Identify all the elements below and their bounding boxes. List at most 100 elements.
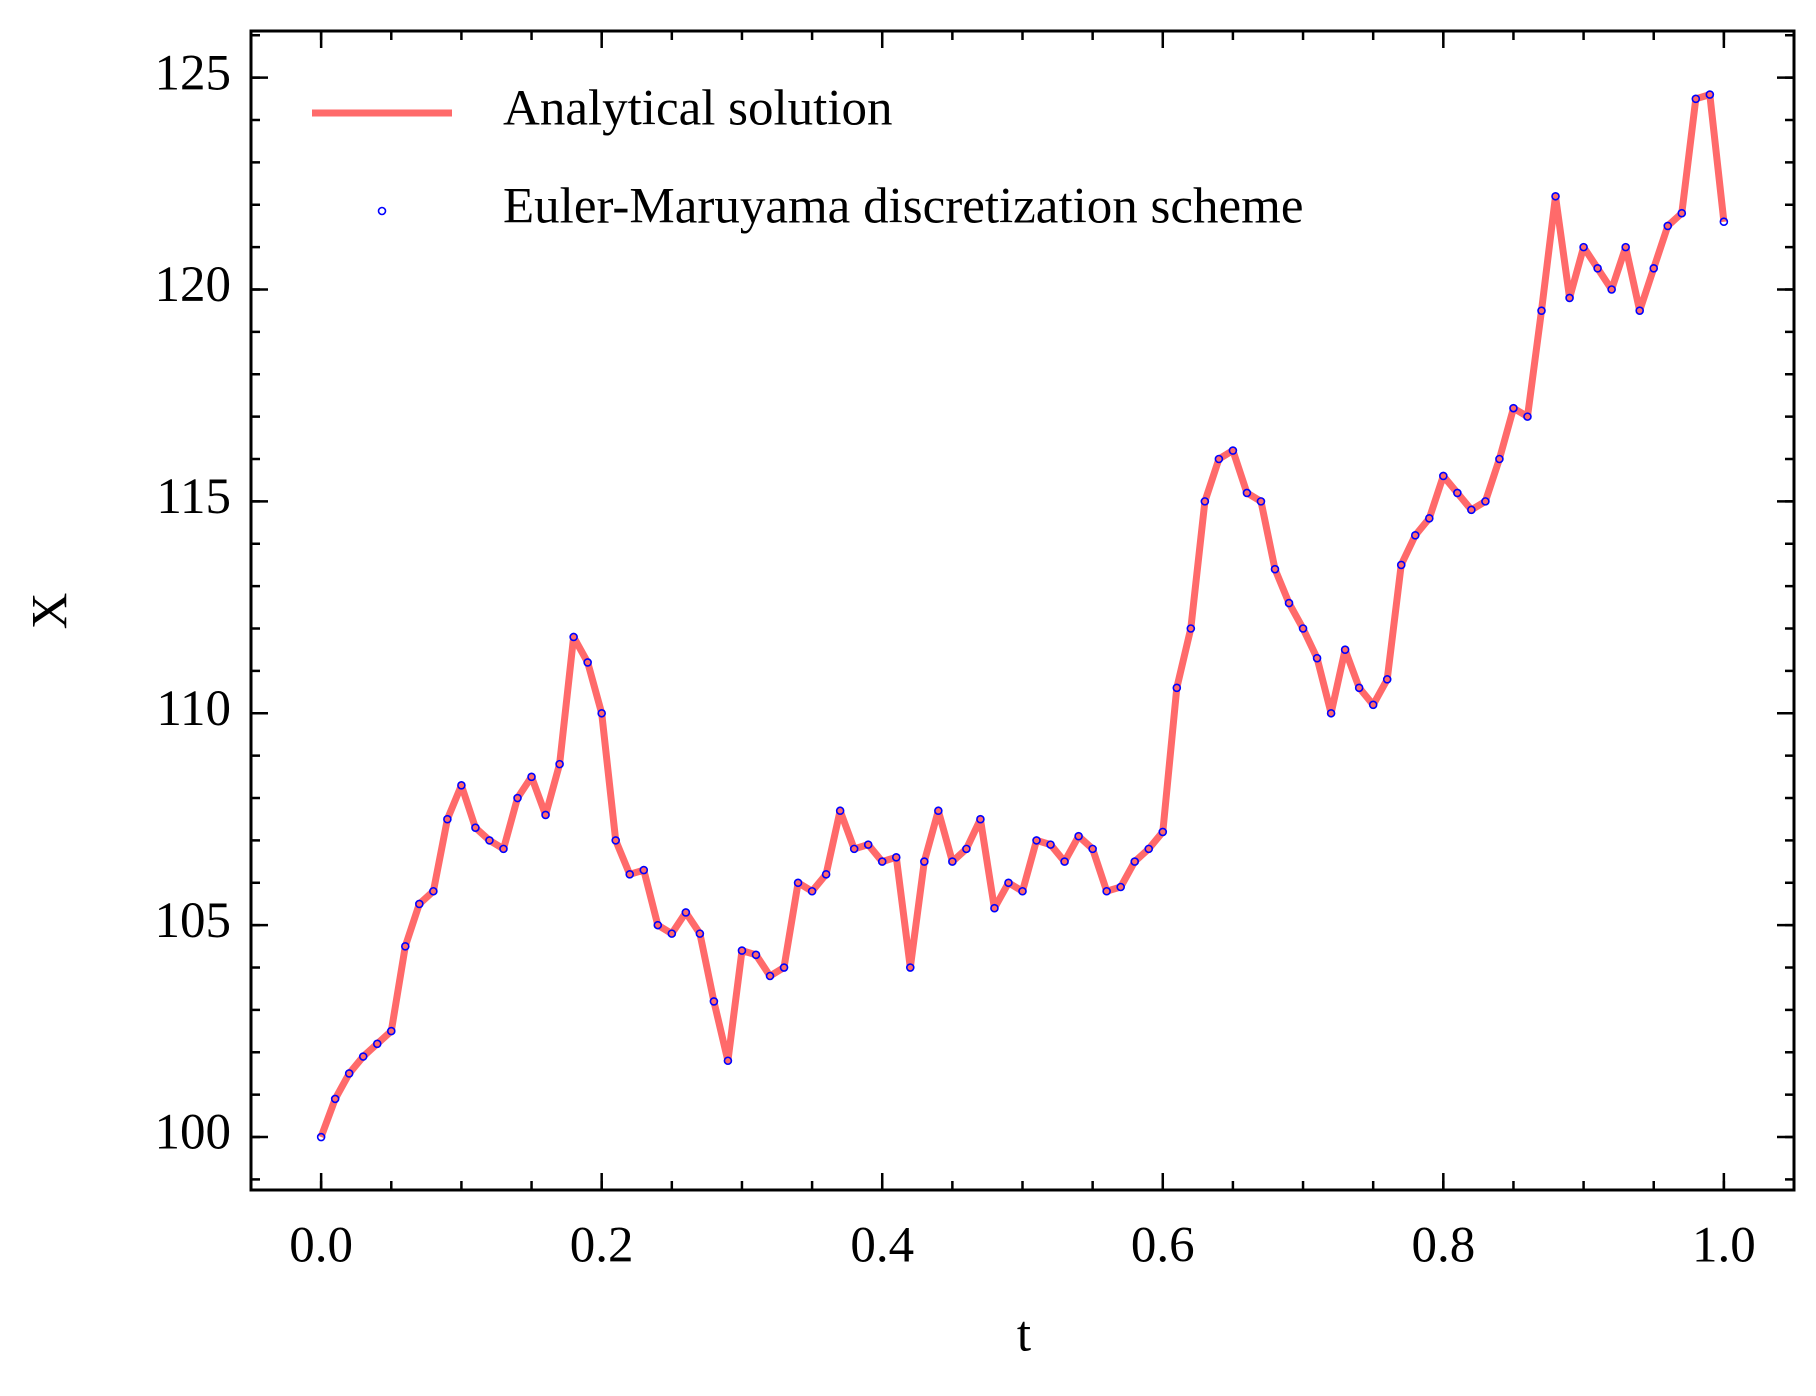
scatter-point [807,886,817,896]
scatter-point [1649,264,1659,273]
scatter-point [1004,878,1013,888]
scatter-point [962,844,971,854]
scatter-point [821,869,831,879]
scatter-point [1158,827,1168,837]
scatter-point [976,814,985,824]
scatter-point [569,632,578,642]
scatter-point [429,886,438,896]
scatter-point [1565,293,1574,303]
x-axis-label: t [1017,1307,1031,1363]
scatter-point [457,781,466,790]
scatter-point [1256,497,1266,506]
scatter-point [948,857,957,866]
scatter-point [891,853,901,862]
scatter-point [1270,564,1280,574]
scatter-point [835,806,845,816]
scatter-point [1144,844,1154,854]
scatter-point [1579,242,1588,252]
scatter-point [1102,886,1111,896]
legend-marker [377,206,387,216]
scatter-point [358,1052,368,1061]
x-tick-label: 1.0 [1692,1218,1756,1274]
scatter-point [1298,624,1308,633]
scatter-point [1368,700,1378,710]
x-tick-label: 0.2 [570,1218,634,1274]
scatter-point [1046,840,1055,849]
scatter-point [681,908,691,917]
scatter-point [1635,306,1644,315]
scatter-point [541,810,550,820]
scatter-point [330,1094,340,1104]
scatter-point [990,903,999,913]
scatter-point [1186,624,1196,633]
scatter-point [415,899,424,909]
scatter-point [751,950,761,960]
scatter-point [905,963,915,972]
scatter-point [1088,844,1097,854]
x-tick-label: 0.8 [1411,1218,1475,1274]
scatter-point [1060,857,1069,866]
scatter-point [1467,505,1476,515]
scatter-point [1551,191,1560,201]
scatter-point [611,836,621,845]
scatter-point [1453,488,1462,498]
scatter-point [485,836,494,845]
scatter-point [1116,882,1125,892]
y-tick-label: 105 [155,893,232,949]
scatter-point [471,823,480,832]
scatter-point [527,772,536,782]
scatter-point [583,658,592,667]
scatter-point [1509,403,1518,413]
scatter-point [443,814,452,824]
scatter-point [513,793,522,803]
scatter-point [695,929,705,938]
scatter-point [1214,454,1224,464]
scatter-point [1074,831,1083,841]
scatter-point [400,942,410,951]
scatter-point [877,857,887,866]
scatter-point [625,869,635,879]
scatter-point [1396,560,1406,570]
y-tick-label: 125 [155,45,232,101]
scatter-point [920,857,929,866]
scatter-point [723,1056,733,1066]
scatter-point [1593,264,1602,273]
scatter-point [1340,645,1350,654]
scatter-point [1410,530,1420,540]
x-tick-label: 0.0 [289,1218,353,1274]
scatter-point [1621,242,1630,252]
scatter-point [1032,836,1041,845]
scatter-point [316,1132,326,1142]
analytical-line [317,91,1728,1139]
scatter-point [639,865,649,875]
scatter-point [653,920,663,930]
y-tick-label: 120 [155,257,232,313]
scatter-point [1691,94,1701,104]
scatter-point [555,759,564,769]
scatter-point [1354,683,1364,693]
scatter-point [793,878,803,888]
scatter-point [934,806,943,816]
scatter-point [1228,446,1238,455]
scatter-point [709,997,719,1006]
scatter-point [737,946,747,955]
legend-label: Analytical solution [503,81,893,137]
x-tick-label: 0.6 [1131,1218,1195,1274]
x-tick-label: 0.4 [850,1218,914,1274]
scatter-point [1326,708,1336,718]
plot-frame [249,29,1796,1192]
scatter-point [1481,497,1490,506]
scatter-point [386,1026,396,1036]
y-tick-label: 100 [155,1105,232,1161]
scatter-point [1439,471,1448,481]
scatter-point [1663,221,1673,231]
y-axis-label: X [23,593,79,630]
scatter-point [1172,683,1182,693]
scatter-point [372,1039,382,1049]
scatter-point [1677,208,1687,218]
scatter-point [597,708,606,718]
scatter-point [1284,598,1294,608]
legend-label: Euler-Maruyama discretization scheme [503,179,1303,235]
scatter-point [1607,285,1616,294]
